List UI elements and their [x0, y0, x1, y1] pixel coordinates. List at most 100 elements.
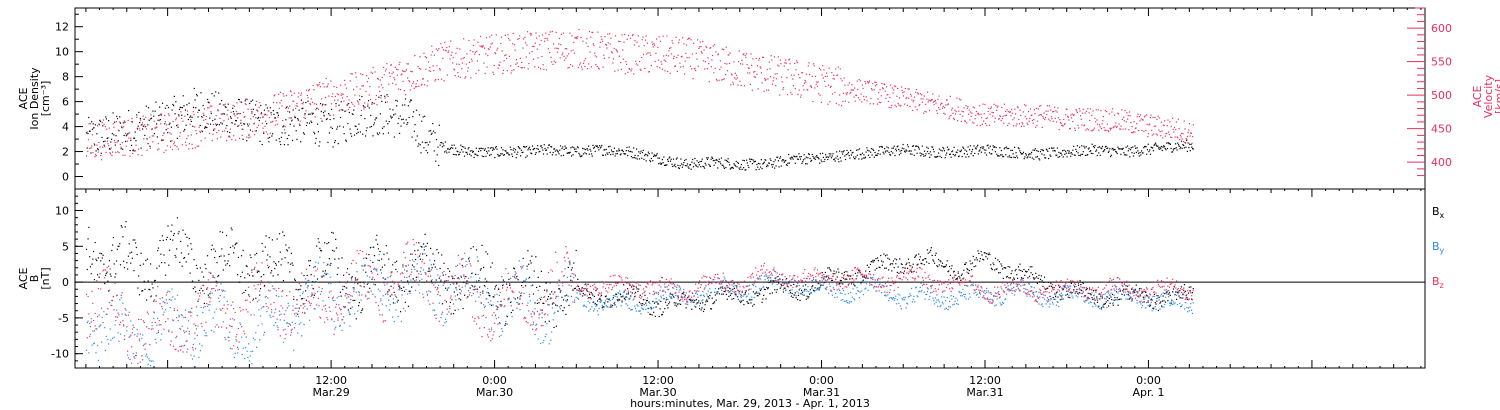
- data-point: [496, 308, 498, 310]
- data-point: [823, 278, 825, 280]
- data-point: [576, 289, 578, 291]
- data-point: [744, 54, 746, 57]
- data-point: [221, 113, 223, 115]
- data-point: [185, 124, 187, 126]
- data-point: [286, 105, 288, 108]
- data-point: [349, 80, 351, 82]
- data-point: [897, 102, 899, 105]
- data-point: [808, 293, 811, 295]
- data-point: [781, 160, 783, 162]
- data-point: [92, 123, 94, 125]
- data-point: [371, 278, 373, 280]
- data-point: [560, 33, 563, 35]
- data-point: [706, 299, 708, 301]
- data-point: [388, 120, 390, 123]
- data-point: [793, 156, 796, 158]
- data-point: [1187, 292, 1190, 294]
- data-point: [360, 109, 363, 112]
- data-point: [522, 257, 524, 260]
- data-point: [418, 143, 420, 145]
- data-point: [1074, 154, 1076, 156]
- data-point: [908, 262, 910, 264]
- data-point: [257, 116, 260, 119]
- data-point: [89, 333, 92, 336]
- data-point: [743, 303, 745, 306]
- data-point: [910, 270, 912, 272]
- data-point: [1029, 266, 1031, 268]
- data-point: [943, 266, 945, 268]
- data-point: [759, 66, 761, 68]
- data-point: [111, 138, 113, 140]
- data-point: [236, 242, 238, 244]
- data-point: [107, 280, 109, 282]
- data-point: [172, 103, 174, 106]
- data-point: [1107, 299, 1109, 302]
- data-point: [669, 160, 672, 162]
- data-point: [455, 287, 457, 289]
- data-point: [173, 143, 175, 145]
- data-point: [665, 60, 667, 62]
- data-point: [204, 126, 206, 128]
- data-point: [420, 152, 422, 154]
- data-point: [829, 86, 832, 88]
- data-point: [452, 153, 455, 155]
- data-point: [1144, 290, 1146, 293]
- data-point: [1163, 146, 1166, 148]
- data-point: [435, 279, 437, 281]
- data-point: [1175, 121, 1178, 123]
- data-point: [925, 258, 927, 260]
- data-point: [770, 159, 772, 162]
- data-point: [108, 120, 110, 122]
- data-point: [940, 102, 942, 104]
- data-point: [136, 116, 138, 118]
- data-point: [1023, 125, 1025, 127]
- data-point: [507, 152, 509, 154]
- data-point: [862, 157, 864, 159]
- data-point: [843, 150, 845, 152]
- data-point: [130, 139, 132, 141]
- data-point: [1024, 116, 1026, 118]
- data-point: [1077, 292, 1079, 295]
- data-point: [874, 85, 877, 87]
- data-point: [1081, 145, 1083, 147]
- data-point: [522, 145, 525, 148]
- data-point: [977, 113, 979, 115]
- data-point: [270, 121, 272, 123]
- data-point: [171, 148, 174, 151]
- data-point: [952, 271, 955, 273]
- data-point: [336, 128, 338, 130]
- data-point: [648, 153, 650, 155]
- data-point: [192, 106, 195, 109]
- data-point: [675, 36, 677, 38]
- data-point: [91, 121, 93, 123]
- data-point: [1073, 154, 1076, 156]
- data-point: [144, 126, 146, 128]
- data-point: [242, 249, 244, 252]
- data-point: [440, 78, 443, 80]
- data-point: [506, 70, 508, 72]
- data-point: [1099, 126, 1101, 128]
- data-point: [602, 66, 604, 68]
- data-point: [94, 325, 96, 327]
- data-point: [1157, 147, 1160, 149]
- data-point: [281, 132, 283, 134]
- data-point: [430, 280, 433, 282]
- data-point: [573, 148, 576, 150]
- data-point: [491, 262, 493, 264]
- data-point: [1152, 147, 1154, 149]
- data-point: [156, 149, 159, 151]
- data-point: [423, 147, 425, 149]
- data-point: [1113, 148, 1115, 151]
- data-point: [761, 301, 763, 303]
- data-point: [1068, 289, 1070, 291]
- data-point: [267, 254, 269, 256]
- data-point: [757, 295, 759, 297]
- data-point: [900, 86, 903, 88]
- data-point: [682, 292, 684, 294]
- data-point: [486, 280, 488, 282]
- data-point: [544, 321, 546, 323]
- data-point: [257, 110, 259, 112]
- data-point: [240, 101, 243, 103]
- data-point: [108, 145, 110, 147]
- data-point: [831, 279, 833, 282]
